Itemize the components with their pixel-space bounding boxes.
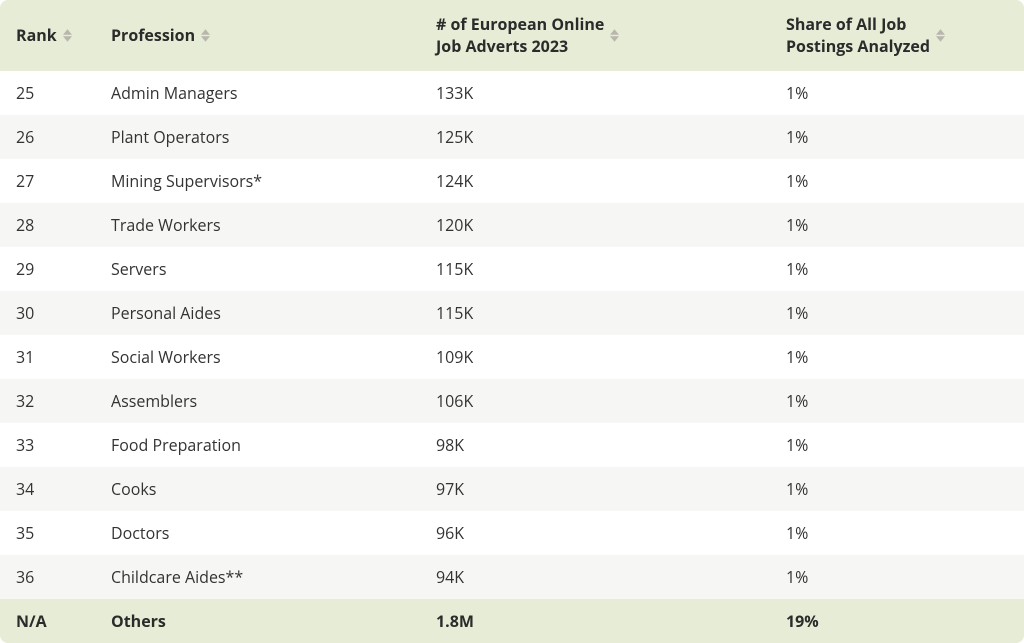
table-row: 34Cooks97K1% (0, 467, 1024, 511)
col-header-profession[interactable]: Profession (95, 0, 420, 71)
cell-share: 1% (770, 335, 1024, 379)
cell-rank: 31 (0, 335, 95, 379)
cell-share: 1% (770, 159, 1024, 203)
col-header-rank-label: Rank (16, 25, 57, 47)
cell-count: 106K (420, 379, 770, 423)
cell-share: 1% (770, 423, 1024, 467)
cell-prof: Food Preparation (95, 423, 420, 467)
cell-count: 133K (420, 71, 770, 115)
cell-count: 115K (420, 247, 770, 291)
cell-prof: Plant Operators (95, 115, 420, 159)
table-row: 31Social Workers109K1% (0, 335, 1024, 379)
cell-prof: Cooks (95, 467, 420, 511)
cell-prof: Servers (95, 247, 420, 291)
cell-count: 120K (420, 203, 770, 247)
col-header-rank[interactable]: Rank (0, 0, 95, 71)
col-header-share[interactable]: Share of All JobPostings Analyzed (770, 0, 1024, 71)
sort-icon (610, 29, 619, 42)
cell-count: 96K (420, 511, 770, 555)
table-row: 33Food Preparation98K1% (0, 423, 1024, 467)
cell-prof: Doctors (95, 511, 420, 555)
cell-rank: 26 (0, 115, 95, 159)
cell-share: 1% (770, 511, 1024, 555)
col-header-share-label: Share of All JobPostings Analyzed (786, 14, 930, 57)
cell-count: 97K (420, 467, 770, 511)
cell-share: 1% (770, 555, 1024, 599)
cell-prof: Admin Managers (95, 71, 420, 115)
table-row: 36Childcare Aides**94K1% (0, 555, 1024, 599)
cell-rank: 30 (0, 291, 95, 335)
cell-prof: Mining Supervisors* (95, 159, 420, 203)
cell-rank: 35 (0, 511, 95, 555)
cell-prof: Social Workers (95, 335, 420, 379)
sort-icon (201, 29, 210, 42)
cell-count: 124K (420, 159, 770, 203)
cell-prof: Assemblers (95, 379, 420, 423)
cell-share: 1% (770, 467, 1024, 511)
cell-share: 1% (770, 379, 1024, 423)
col-header-count[interactable]: # of European OnlineJob Adverts 2023 (420, 0, 770, 71)
cell-rank: 32 (0, 379, 95, 423)
jobs-table-container: Rank Profession (0, 0, 1024, 643)
cell-share: 1% (770, 115, 1024, 159)
cell-rank: 34 (0, 467, 95, 511)
sort-icon (936, 29, 945, 42)
cell-rank: 28 (0, 203, 95, 247)
cell-count: 94K (420, 555, 770, 599)
cell-prof: Childcare Aides** (95, 555, 420, 599)
cell-rank: 33 (0, 423, 95, 467)
table-row: 32Assemblers106K1% (0, 379, 1024, 423)
summary-cell-share: 19% (770, 599, 1024, 643)
cell-share: 1% (770, 71, 1024, 115)
cell-count: 98K (420, 423, 770, 467)
table-body: 25Admin Managers133K1%26Plant Operators1… (0, 71, 1024, 643)
table-row: 30Personal Aides115K1% (0, 291, 1024, 335)
cell-count: 109K (420, 335, 770, 379)
cell-prof: Trade Workers (95, 203, 420, 247)
summary-cell-count: 1.8M (420, 599, 770, 643)
cell-prof: Personal Aides (95, 291, 420, 335)
col-header-count-label: # of European OnlineJob Adverts 2023 (436, 14, 604, 57)
cell-rank: 36 (0, 555, 95, 599)
table-row: 28Trade Workers120K1% (0, 203, 1024, 247)
table-row: 25Admin Managers133K1% (0, 71, 1024, 115)
jobs-table: Rank Profession (0, 0, 1024, 643)
table-row: 27Mining Supervisors*124K1% (0, 159, 1024, 203)
cell-count: 115K (420, 291, 770, 335)
cell-rank: 27 (0, 159, 95, 203)
cell-rank: 25 (0, 71, 95, 115)
table-header: Rank Profession (0, 0, 1024, 71)
table-summary-row: N/AOthers1.8M19% (0, 599, 1024, 643)
cell-rank: 29 (0, 247, 95, 291)
cell-share: 1% (770, 203, 1024, 247)
cell-share: 1% (770, 291, 1024, 335)
table-row: 26Plant Operators125K1% (0, 115, 1024, 159)
sort-icon (63, 29, 72, 42)
cell-share: 1% (770, 247, 1024, 291)
summary-cell-prof: Others (95, 599, 420, 643)
table-row: 29Servers115K1% (0, 247, 1024, 291)
summary-cell-rank: N/A (0, 599, 95, 643)
table-row: 35Doctors96K1% (0, 511, 1024, 555)
cell-count: 125K (420, 115, 770, 159)
col-header-profession-label: Profession (111, 25, 195, 47)
